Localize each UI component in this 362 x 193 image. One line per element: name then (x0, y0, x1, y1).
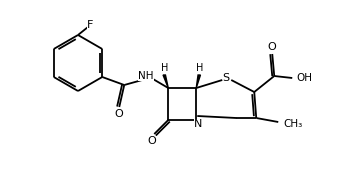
Text: O: O (268, 42, 277, 52)
Polygon shape (163, 75, 168, 88)
Text: CH₃: CH₃ (283, 119, 303, 129)
Text: O: O (115, 109, 124, 119)
Text: O: O (148, 136, 157, 146)
Text: N: N (194, 119, 202, 129)
Text: S: S (223, 73, 230, 83)
Text: OH: OH (296, 73, 312, 83)
Polygon shape (196, 75, 201, 88)
Text: H: H (161, 63, 168, 73)
Text: H: H (195, 63, 203, 73)
Text: NH: NH (139, 71, 154, 81)
Text: F: F (87, 20, 93, 30)
